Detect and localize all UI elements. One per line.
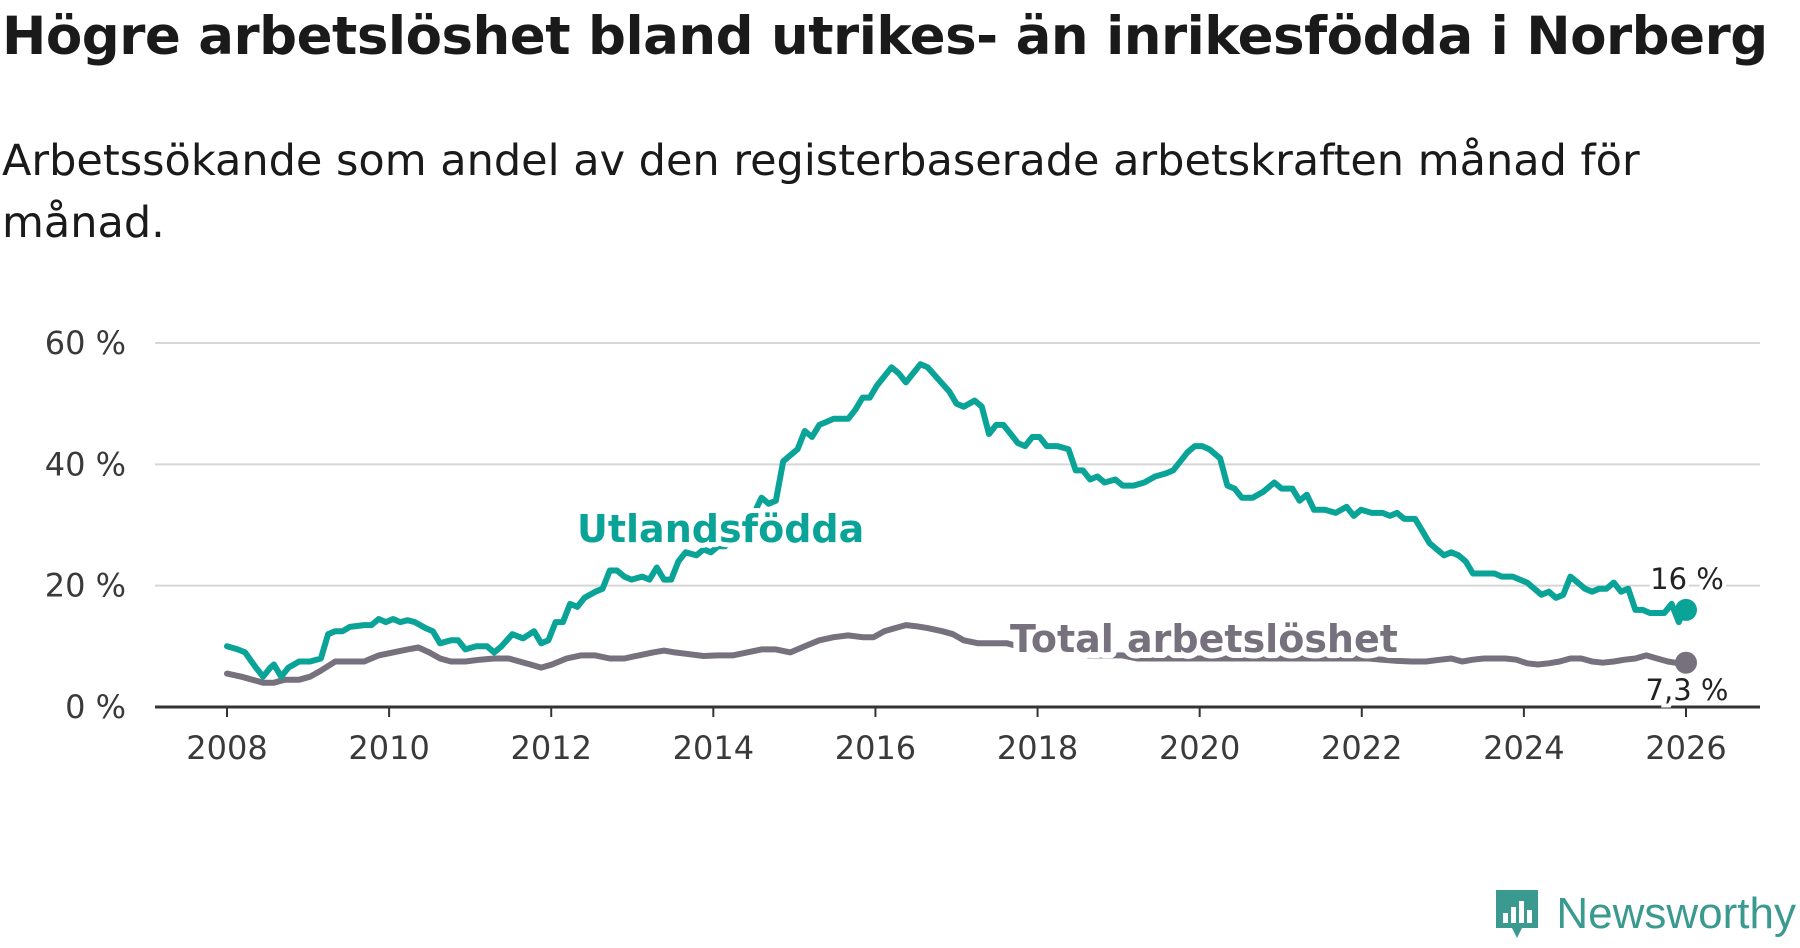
series-label-total: Total arbetslöshet: [1010, 617, 1398, 661]
newsworthy-chart-icon: [1496, 890, 1539, 938]
x-tick-label: 2008: [186, 729, 267, 767]
x-tick-label: 2012: [511, 729, 592, 767]
series-line-total: [224, 622, 1689, 686]
y-tick-label: 0 %: [65, 688, 126, 726]
x-tick-label: 2014: [673, 729, 754, 767]
end-point-total: [1675, 651, 1697, 674]
x-tick-label: 2018: [997, 729, 1078, 767]
chart-subtitle: Arbetssökande som andel av den registerb…: [2, 136, 1640, 248]
y-tick-label: 60 %: [45, 324, 126, 362]
x-tick-label: 2024: [1483, 729, 1564, 767]
x-tick-label: 2016: [835, 729, 916, 767]
brand-name: Newsworthy: [1556, 889, 1796, 938]
x-tick-label: 2022: [1321, 729, 1402, 767]
y-tick-label: 40 %: [45, 445, 126, 483]
x-tick-label: 2020: [1159, 729, 1240, 767]
series-label-utlandsfodda: Utlandsfödda: [577, 507, 864, 551]
y-tick-label: 20 %: [45, 567, 126, 605]
series-line-utlandsfodda: [224, 361, 1689, 680]
x-tick-label: 2026: [1645, 729, 1726, 767]
newsworthy-logo: Newsworthy: [1492, 886, 1796, 942]
end-label-utlandsfodda: 16 %: [1650, 562, 1724, 596]
chart-title: Högre arbetslöshet bland utrikes- än inr…: [2, 6, 1768, 67]
x-tick-label: 2010: [348, 729, 429, 767]
end-point-utlandsfodda: [1675, 598, 1697, 621]
end-label-total: 7,3 %: [1646, 673, 1729, 707]
